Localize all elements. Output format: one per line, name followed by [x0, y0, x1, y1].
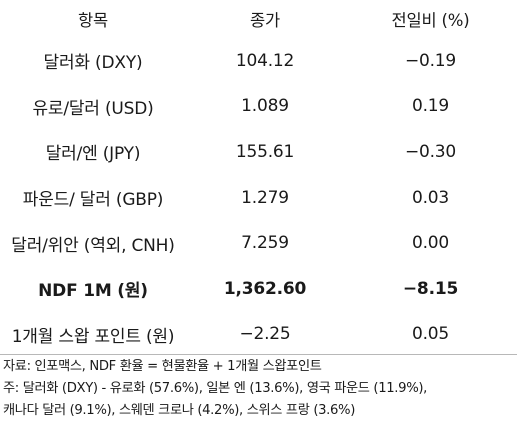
- row-close: −2.25: [239, 324, 291, 345]
- source-note: 자료: 인포맥스, NDF 환율 = 현물환율 + 1개월 스왑포인트: [3, 359, 322, 374]
- table-row: 달러/위안 (역외, CNH) 7.259 0.00: [0, 220, 517, 266]
- header-item: 항목: [78, 11, 108, 30]
- row-item: 달러/엔 (JPY): [45, 144, 141, 165]
- table-row: 달러/엔 (JPY) 155.61 −0.30: [0, 129, 517, 175]
- row-item: 파운드/ 달러 (GBP): [22, 190, 164, 211]
- row-item: 1개월 스왑 포인트 (원): [11, 326, 175, 347]
- row-change: −8.15: [402, 278, 459, 299]
- table-row: 파운드/ 달러 (GBP) 1.279 0.03: [0, 175, 517, 221]
- table-header-row: 항목 종가 전일비 (%): [0, 0, 517, 38]
- row-change: −0.30: [404, 141, 457, 162]
- row-item: 달러/위안 (역외, CNH): [11, 235, 175, 256]
- table-row-highlight: NDF 1M (원) 1,362.60 −8.15: [0, 266, 517, 312]
- row-change: 0.05: [411, 324, 450, 345]
- table-notes: 자료: 인포맥스, NDF 환율 = 현물환율 + 1개월 스왑포인트 주: 달…: [3, 356, 515, 422]
- row-change: 0.19: [411, 96, 450, 117]
- footnote-line-2: 캐나다 달러 (9.1%), 스웨덴 크로나 (4.2%), 스위스 프랑 (3…: [3, 403, 356, 418]
- header-change: 전일비 (%): [391, 11, 470, 30]
- row-close: 104.12: [235, 50, 295, 71]
- row-close: 7.259: [241, 233, 289, 254]
- row-close: 1,362.60: [223, 278, 307, 299]
- row-item: NDF 1M (원): [38, 281, 148, 302]
- row-close: 1.089: [241, 96, 289, 117]
- row-item: 달러화 (DXY): [43, 53, 143, 74]
- table-row: 달러화 (DXY) 104.12 −0.19: [0, 38, 517, 84]
- table-row: 유로/달러 (USD) 1.089 0.19: [0, 84, 517, 130]
- row-change: −0.19: [404, 50, 457, 71]
- footnote-line-1: 주: 달러화 (DXY) - 유로화 (57.6%), 일본 엔 (13.6%)…: [3, 381, 428, 396]
- row-close: 1.279: [241, 187, 289, 208]
- table-row: 1개월 스왑 포인트 (원) −2.25 0.05: [0, 312, 517, 358]
- header-close: 종가: [250, 11, 280, 30]
- row-change: 0.03: [411, 187, 450, 208]
- row-change: 0.00: [411, 233, 450, 254]
- fx-table: 항목 종가 전일비 (%) 달러화 (DXY) 104.12 −0.19 유로/…: [0, 0, 517, 358]
- table-divider: [0, 354, 517, 355]
- row-item: 유로/달러 (USD): [32, 98, 154, 119]
- row-close: 155.61: [235, 141, 295, 162]
